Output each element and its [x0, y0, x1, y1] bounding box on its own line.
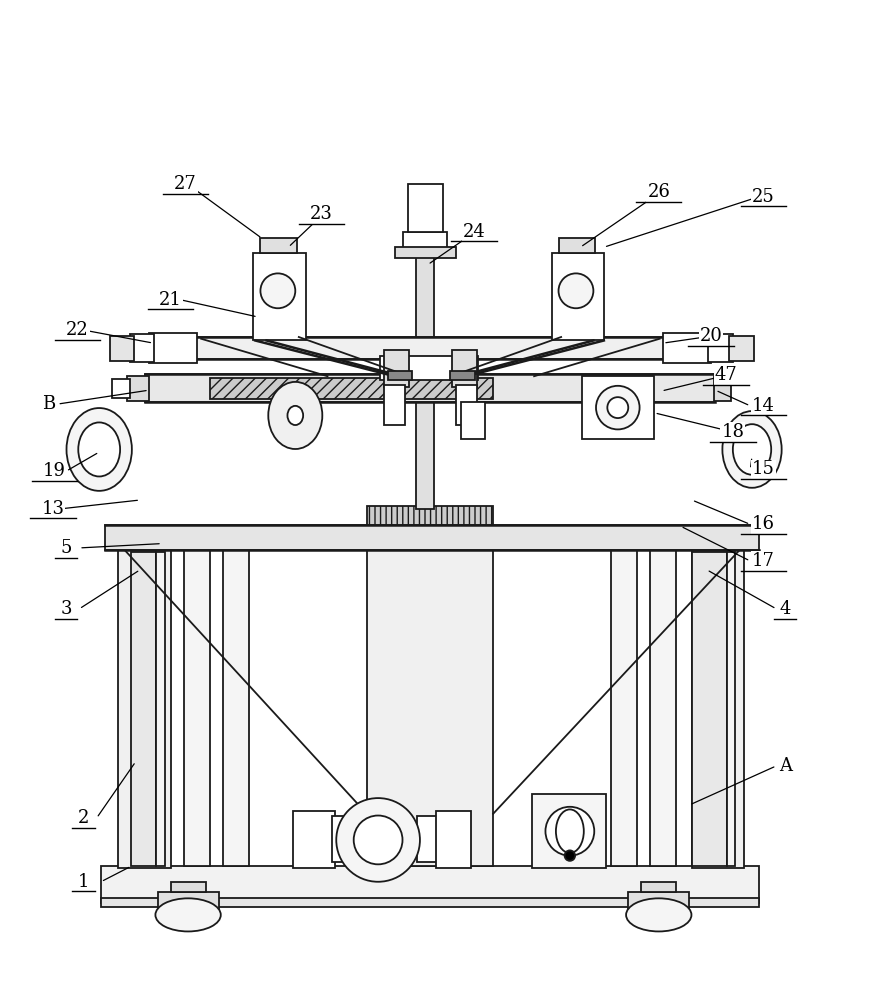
Bar [713, 376, 731, 401]
Bar [552, 253, 604, 340]
Text: 15: 15 [752, 460, 775, 478]
Ellipse shape [287, 406, 303, 425]
Bar [367, 544, 493, 866]
Bar [384, 385, 405, 425]
Bar [559, 238, 595, 253]
Ellipse shape [155, 898, 221, 931]
Bar [533, 794, 607, 868]
Text: 27: 27 [174, 175, 196, 193]
Bar [642, 882, 677, 892]
Text: 23: 23 [310, 205, 333, 223]
Text: 47: 47 [714, 366, 738, 384]
Bar [168, 337, 691, 359]
Ellipse shape [626, 898, 691, 931]
Circle shape [596, 386, 640, 429]
Bar [149, 333, 196, 363]
Bar [384, 350, 409, 387]
Bar [436, 811, 471, 868]
Circle shape [546, 807, 595, 856]
Text: 16: 16 [752, 515, 775, 533]
Bar [692, 552, 726, 866]
Text: 22: 22 [66, 321, 89, 339]
Bar [223, 548, 249, 866]
Circle shape [354, 816, 402, 864]
Bar [260, 238, 297, 253]
Ellipse shape [722, 411, 781, 488]
Text: 20: 20 [699, 327, 723, 345]
Bar [388, 371, 412, 380]
Bar [408, 184, 443, 232]
Ellipse shape [268, 382, 322, 449]
Text: A: A [779, 757, 792, 775]
Bar [650, 548, 677, 866]
Bar [380, 356, 478, 380]
Text: 18: 18 [721, 423, 745, 441]
Ellipse shape [66, 408, 132, 491]
Circle shape [336, 798, 420, 882]
Bar [352, 816, 374, 862]
Bar [403, 232, 447, 252]
Text: 2: 2 [78, 809, 89, 827]
Bar [367, 506, 493, 531]
Text: 19: 19 [44, 462, 66, 480]
Circle shape [565, 850, 575, 861]
Circle shape [260, 273, 295, 308]
Text: 5: 5 [60, 539, 72, 557]
Bar [113, 379, 130, 398]
Bar [417, 816, 439, 862]
Bar [253, 253, 306, 340]
Bar [582, 376, 654, 439]
Bar [110, 336, 134, 361]
Text: B: B [42, 395, 55, 413]
Bar [183, 548, 210, 866]
Bar [145, 374, 715, 402]
Bar [292, 811, 334, 868]
Text: 13: 13 [42, 500, 65, 518]
Bar [119, 550, 170, 868]
Bar [629, 892, 690, 910]
Bar [130, 334, 155, 362]
Bar [611, 548, 637, 866]
Bar [170, 882, 205, 892]
Ellipse shape [556, 809, 584, 853]
Text: 17: 17 [752, 552, 775, 570]
Bar [452, 350, 477, 387]
Text: 25: 25 [752, 188, 774, 206]
Bar [127, 376, 149, 401]
Bar [416, 252, 434, 509]
Text: 3: 3 [60, 600, 72, 618]
Bar [692, 550, 744, 868]
Bar [101, 866, 759, 903]
Bar [156, 552, 164, 866]
Bar [461, 402, 485, 439]
Text: 24: 24 [463, 223, 485, 241]
Text: 1: 1 [78, 873, 89, 891]
Text: 21: 21 [159, 291, 182, 309]
Bar [101, 898, 759, 907]
Bar [106, 525, 759, 550]
Bar [132, 552, 156, 866]
Circle shape [559, 273, 594, 308]
Text: 4: 4 [780, 600, 791, 618]
Text: 14: 14 [752, 397, 775, 415]
Bar [726, 552, 735, 866]
Ellipse shape [79, 422, 120, 476]
Bar [456, 385, 477, 425]
Bar [395, 247, 456, 258]
Circle shape [608, 397, 629, 418]
Bar [158, 892, 218, 910]
Text: 26: 26 [647, 183, 670, 201]
Bar [210, 378, 493, 399]
Bar [709, 334, 732, 362]
Bar [450, 371, 475, 380]
Ellipse shape [732, 424, 771, 475]
Bar [729, 336, 753, 361]
Bar [332, 816, 354, 862]
Bar [663, 333, 711, 363]
